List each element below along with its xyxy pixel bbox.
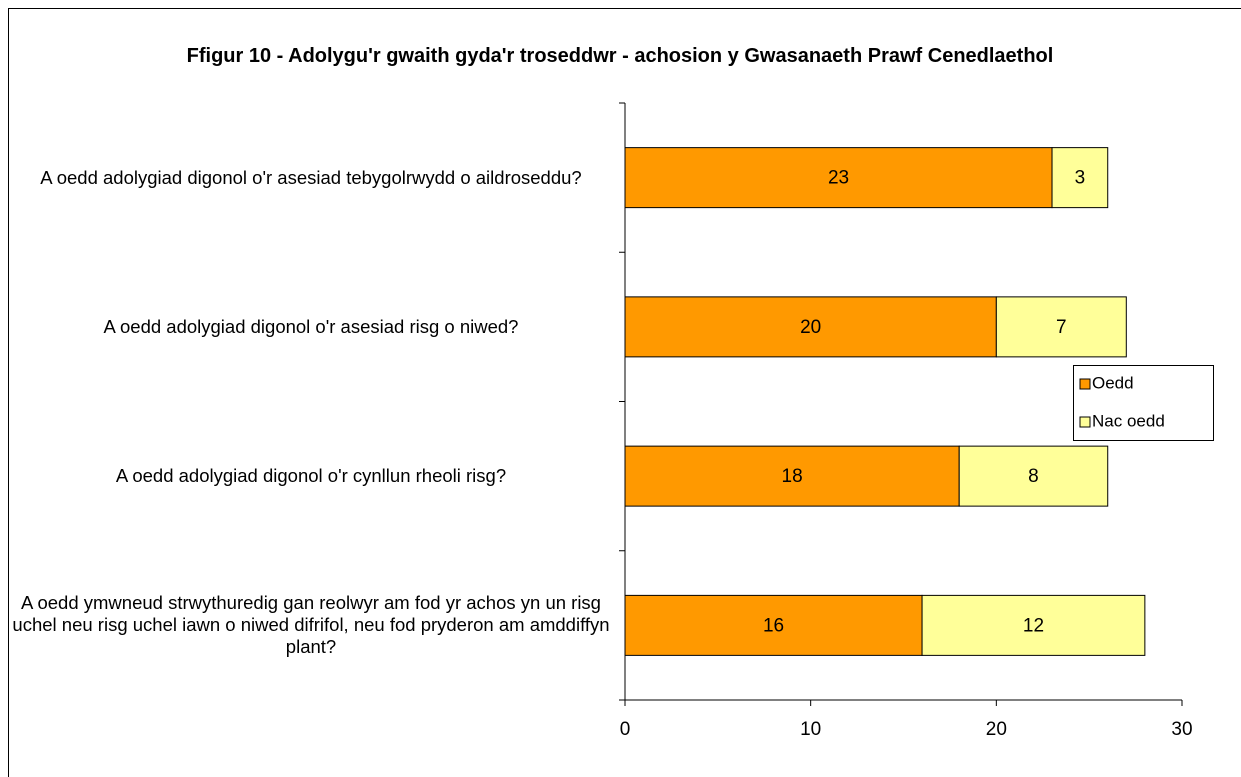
legend-label: Nac oedd (1092, 411, 1165, 430)
bar-value-label: 20 (800, 317, 821, 338)
bar-value-label: 18 (782, 466, 803, 487)
category-label: A oedd adolygiad digonol o'r asesiad ris… (103, 315, 519, 337)
frame (8, 8, 1241, 777)
legend-swatch (1079, 378, 1091, 390)
bar (624, 445, 960, 507)
x-tick-label: 20 (986, 719, 1007, 740)
x-tick-label: 30 (1171, 719, 1192, 740)
legend-box (1073, 365, 1214, 441)
bar (1051, 147, 1109, 209)
bar (958, 445, 1109, 507)
chart-title: Ffigur 10 - Adolygu'r gwaith gyda'r tros… (186, 45, 1054, 67)
bar-value-label: 16 (763, 615, 784, 636)
bar-value-label: 8 (1028, 466, 1039, 487)
bar (624, 594, 923, 656)
bar (921, 594, 1146, 656)
legend-label: Oedd (1092, 373, 1134, 392)
category-label: A oedd adolygiad digonol o'r asesiad teb… (40, 166, 582, 188)
bar-value-label: 12 (1023, 615, 1044, 636)
legend-swatch (1079, 416, 1091, 428)
bar (995, 296, 1127, 358)
bar-value-label: 23 (828, 168, 849, 189)
x-tick-label: 0 (620, 719, 631, 740)
x-tick-label: 10 (800, 719, 821, 740)
bar-value-label: 3 (1075, 168, 1086, 189)
bar (624, 296, 997, 358)
category-label: A oedd ymwneud strwythuredig gan reolwyr… (12, 592, 610, 658)
bar-value-label: 7 (1056, 317, 1067, 338)
category-label: A oedd adolygiad digonol o'r cynllun rhe… (115, 465, 507, 487)
bar (624, 147, 1053, 209)
